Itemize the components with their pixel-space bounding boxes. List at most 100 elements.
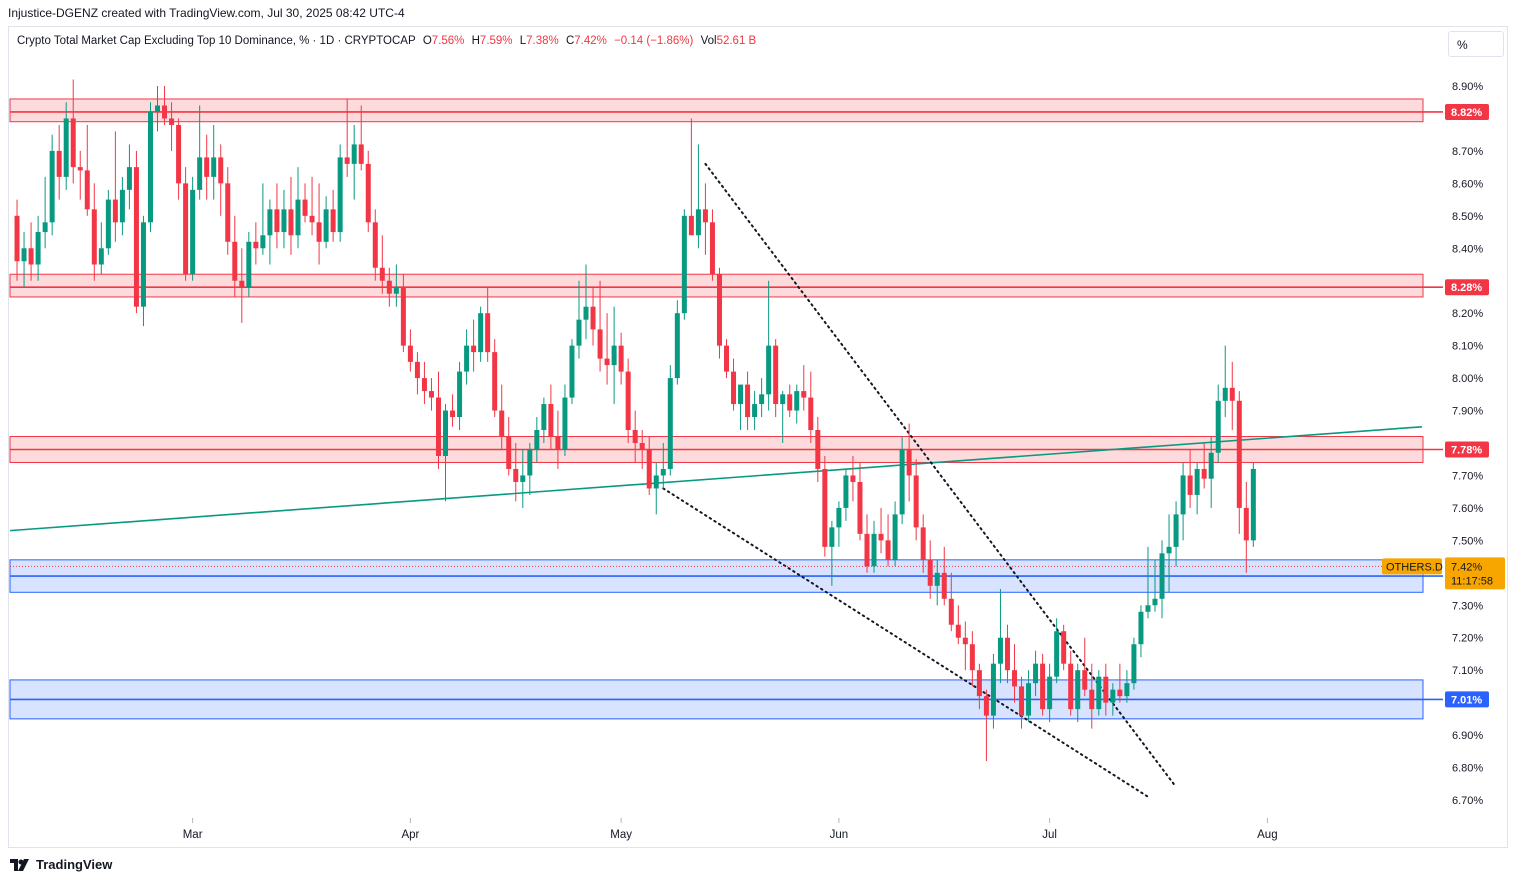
candle xyxy=(379,235,385,294)
dotted-wedge-line xyxy=(662,487,1149,798)
candle xyxy=(625,358,631,443)
chart-frame xyxy=(8,26,1508,848)
candle-body xyxy=(1075,670,1081,710)
candle xyxy=(70,79,76,184)
y-tick-label: 8.50% xyxy=(1452,211,1483,223)
candle xyxy=(548,384,554,450)
candle-body xyxy=(1019,686,1025,716)
candle-body xyxy=(962,637,968,645)
candle-body xyxy=(569,345,575,398)
candle xyxy=(239,248,245,323)
current-price-badge xyxy=(1445,557,1505,590)
candle-body xyxy=(836,507,842,528)
candle-body xyxy=(169,118,175,125)
candle xyxy=(1075,663,1081,723)
candle-body xyxy=(372,222,378,268)
candle-body xyxy=(1131,644,1137,684)
candle-body xyxy=(421,378,427,392)
candle-body xyxy=(478,313,484,353)
candle xyxy=(1131,637,1137,690)
y-tick-label: 7.30% xyxy=(1452,600,1483,612)
candle-body xyxy=(35,232,41,265)
y-tick-label: 7.90% xyxy=(1452,406,1483,418)
candle-body xyxy=(28,248,34,265)
candle xyxy=(632,410,638,463)
candle-body xyxy=(878,533,884,541)
candle-body xyxy=(1124,683,1130,697)
candle-body xyxy=(948,598,954,625)
candle xyxy=(1229,361,1235,431)
candle xyxy=(91,183,97,281)
candle xyxy=(1222,345,1228,418)
candle xyxy=(681,209,687,320)
candle xyxy=(843,468,849,521)
candle-body xyxy=(211,157,217,177)
candle xyxy=(1215,384,1221,463)
candle xyxy=(562,384,568,456)
candle xyxy=(443,404,449,502)
candle xyxy=(246,232,252,297)
candle-body xyxy=(147,111,153,223)
price-badge xyxy=(1445,691,1489,708)
candle-body xyxy=(1082,670,1088,690)
candle xyxy=(126,144,132,210)
candle xyxy=(386,267,392,307)
candle xyxy=(1208,436,1214,508)
x-tick-label: Mar xyxy=(183,829,203,841)
candle xyxy=(780,391,786,443)
candle xyxy=(471,319,477,372)
candle-body xyxy=(702,209,708,223)
candle-body xyxy=(1110,689,1116,703)
candle-body xyxy=(1243,507,1249,541)
candle-body xyxy=(91,209,97,265)
candle xyxy=(281,189,287,249)
candle xyxy=(1159,540,1165,619)
legend-change-value: −0.14 (−1.86%) xyxy=(614,35,694,47)
candle-body xyxy=(288,209,294,236)
y-tick-label: 8.10% xyxy=(1452,341,1483,353)
candle xyxy=(836,501,842,547)
candle xyxy=(323,196,329,249)
candle-body xyxy=(260,235,266,249)
candle-body xyxy=(450,410,456,418)
candle-body xyxy=(274,209,280,233)
candle xyxy=(716,267,722,359)
candle-body xyxy=(1208,452,1214,479)
y-tick-label: 6.90% xyxy=(1452,730,1483,742)
candle-body xyxy=(443,410,449,456)
legend-high-value: 7.59% xyxy=(479,35,513,47)
candle-body xyxy=(1145,605,1151,612)
candle-body xyxy=(766,345,772,395)
candle-body xyxy=(155,105,161,112)
candle-body xyxy=(513,468,519,482)
candle-body xyxy=(681,215,687,314)
candle-body xyxy=(534,430,540,450)
candle xyxy=(1082,637,1088,697)
candle-body xyxy=(1012,670,1018,687)
candle xyxy=(1110,683,1116,716)
candle-body xyxy=(267,209,273,236)
candle-body xyxy=(527,449,533,476)
candle-body xyxy=(892,514,898,560)
candle xyxy=(1026,670,1032,723)
percent-scale-button[interactable]: % xyxy=(1448,31,1504,57)
candle-body xyxy=(428,391,434,398)
candle xyxy=(885,514,891,567)
candle-body xyxy=(625,371,631,431)
zones-layer xyxy=(9,98,1443,720)
candle-body xyxy=(611,345,617,366)
candle xyxy=(695,144,701,249)
price-badge xyxy=(1445,441,1489,458)
candle-body xyxy=(1054,631,1060,677)
symbol-badge-label: OTHERS.D xyxy=(1386,561,1443,573)
candle xyxy=(864,514,870,573)
symbol-badge xyxy=(1382,558,1442,575)
attribution-text: Injustice-DGENZ created with TradingView… xyxy=(8,6,405,20)
price-badge-label: 7.01% xyxy=(1451,694,1482,706)
candle-body xyxy=(70,118,76,168)
candle xyxy=(260,183,266,255)
candle-body xyxy=(330,209,336,233)
candle xyxy=(176,118,182,200)
candle xyxy=(492,339,498,418)
